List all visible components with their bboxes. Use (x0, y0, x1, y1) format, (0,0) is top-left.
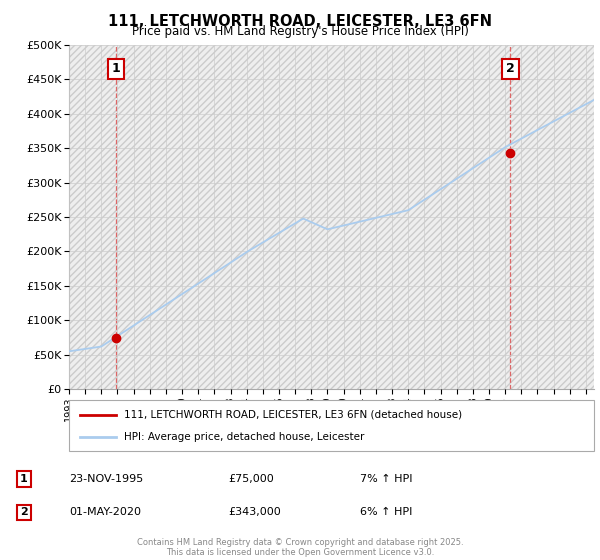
Text: 01-MAY-2020: 01-MAY-2020 (69, 507, 141, 517)
Text: 2: 2 (506, 62, 515, 76)
Text: 6% ↑ HPI: 6% ↑ HPI (360, 507, 412, 517)
Text: Price paid vs. HM Land Registry's House Price Index (HPI): Price paid vs. HM Land Registry's House … (131, 25, 469, 38)
Text: 111, LETCHWORTH ROAD, LEICESTER, LE3 6FN (detached house): 111, LETCHWORTH ROAD, LEICESTER, LE3 6FN… (124, 409, 462, 419)
Text: 111, LETCHWORTH ROAD, LEICESTER, LE3 6FN: 111, LETCHWORTH ROAD, LEICESTER, LE3 6FN (108, 14, 492, 29)
Text: HPI: Average price, detached house, Leicester: HPI: Average price, detached house, Leic… (124, 432, 365, 442)
Text: 1: 1 (20, 474, 28, 484)
FancyBboxPatch shape (69, 400, 594, 451)
Text: 23-NOV-1995: 23-NOV-1995 (69, 474, 143, 484)
Text: £343,000: £343,000 (228, 507, 281, 517)
Text: 2: 2 (20, 507, 28, 517)
Text: 1: 1 (112, 62, 120, 76)
Text: £75,000: £75,000 (228, 474, 274, 484)
Text: Contains HM Land Registry data © Crown copyright and database right 2025.
This d: Contains HM Land Registry data © Crown c… (137, 538, 463, 557)
Text: 7% ↑ HPI: 7% ↑ HPI (360, 474, 413, 484)
